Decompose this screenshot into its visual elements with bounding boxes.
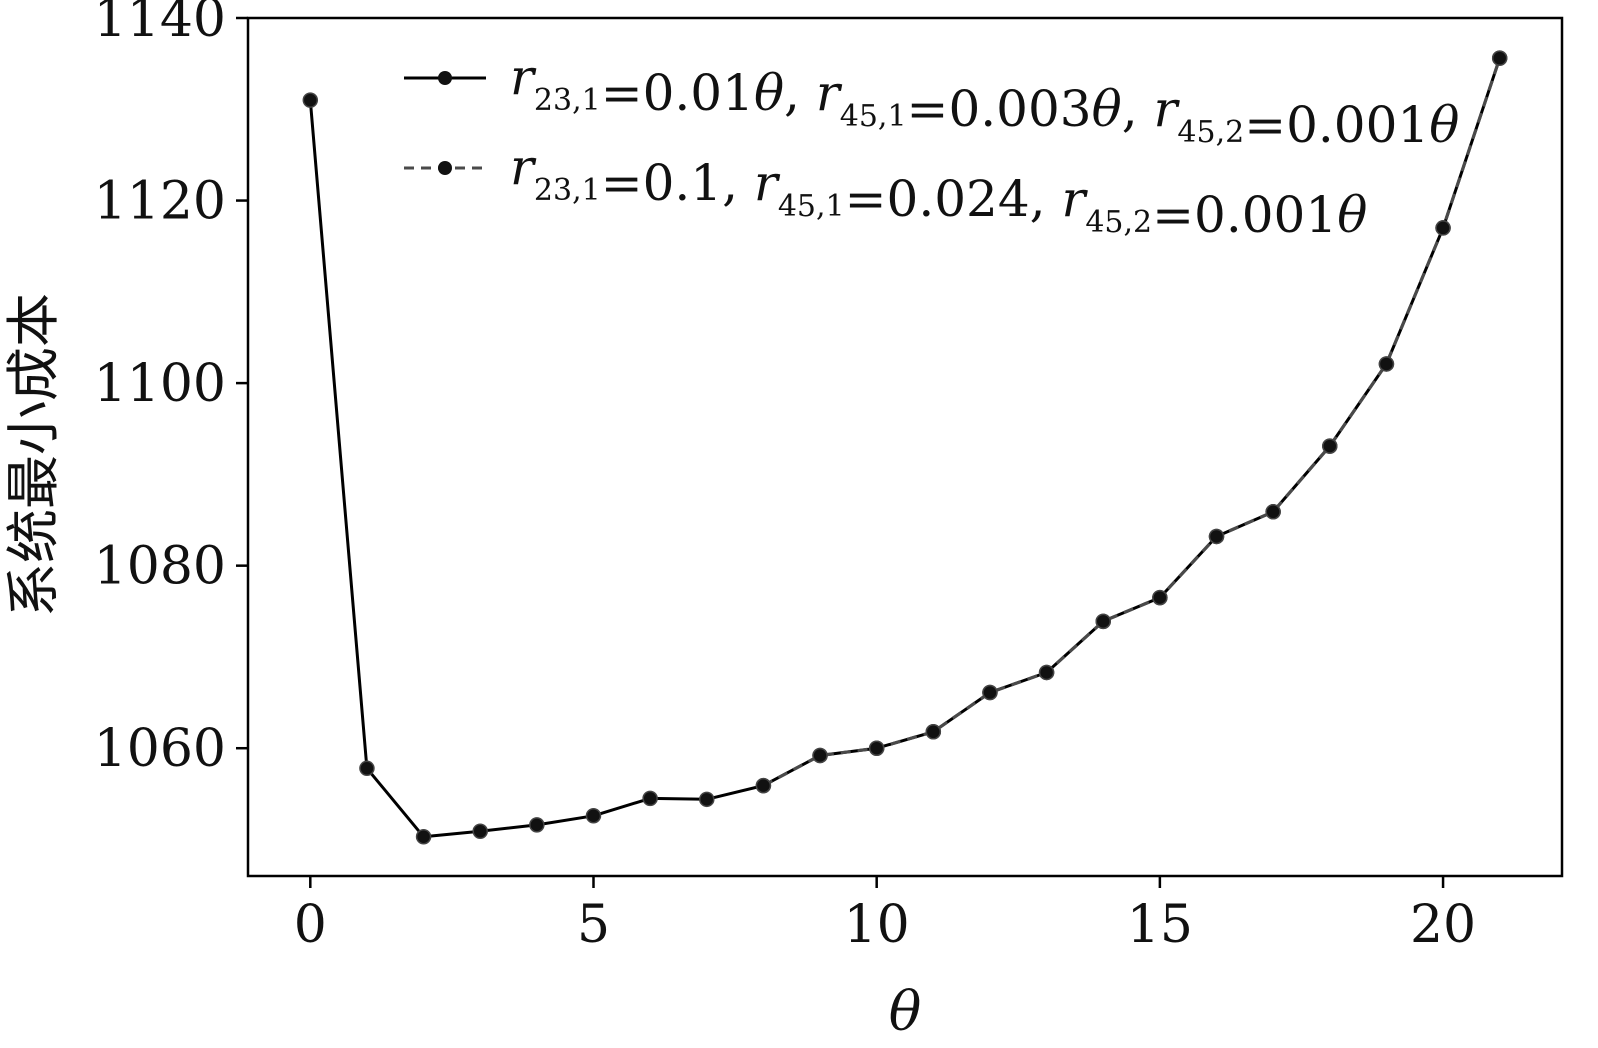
y-tick-label: 1060 <box>94 719 226 779</box>
legend-subscript: 23,1 <box>534 83 601 118</box>
x-axis-label: θ <box>889 980 922 1043</box>
series-2-point <box>1435 220 1451 236</box>
legend-text-part: θ <box>1092 80 1122 138</box>
series-1-point <box>642 790 658 807</box>
legend-subscript: 45,1 <box>840 99 907 134</box>
legend-text-part: =0.003 <box>907 80 1092 138</box>
legend-text-part: θ <box>754 64 784 122</box>
legend-text-part: =0.01 <box>601 64 754 122</box>
series-1-point <box>699 791 715 808</box>
x-tick-label: 20 <box>1410 895 1476 955</box>
y-tick-label: 1100 <box>94 354 226 414</box>
x-tick-label: 5 <box>577 895 610 955</box>
x-tick-label: 15 <box>1127 895 1193 955</box>
legend-entry-label: r23,1=0.1, r45,1=0.024, r45,2=0.001θ <box>510 138 1367 244</box>
legend-subscript: 45,2 <box>1085 205 1152 240</box>
legend-text-part: r <box>754 154 781 212</box>
legend-text-part: θ <box>1429 96 1459 154</box>
series-2-point <box>1265 504 1281 520</box>
legend-text-part: , <box>784 64 816 122</box>
series-1-point <box>472 823 488 840</box>
plot-frame <box>246 16 1564 878</box>
y-axis-label: 系统最小成本 <box>2 293 65 617</box>
series-2-point <box>812 747 828 764</box>
legend-text-part: r <box>510 138 537 196</box>
legend-text-part: r <box>510 48 537 106</box>
y-tick-label: 1140 <box>94 0 226 49</box>
legend-text-part: r <box>816 64 843 122</box>
series-2-point <box>925 724 942 740</box>
legend-marker-sample <box>438 71 452 85</box>
legend-text-part: θ <box>1337 186 1367 244</box>
series-2-point <box>1038 664 1055 681</box>
x-tick-label: 0 <box>294 895 327 955</box>
legend-text-part: =0.024, <box>845 170 1062 228</box>
legend-text-part: =0.1, <box>601 154 754 212</box>
legend-subscript: 45,1 <box>778 189 845 224</box>
x-tick-label: 10 <box>844 895 910 955</box>
legend-subscript: 45,2 <box>1177 115 1244 150</box>
series-2-point <box>1378 356 1395 372</box>
legend-text-part: , <box>1122 80 1154 138</box>
series-2-point <box>1152 589 1168 606</box>
series-2-point <box>982 684 998 701</box>
y-tick-label: 1120 <box>94 172 226 232</box>
legend-text-part: =0.001 <box>1244 96 1429 154</box>
series-2-line <box>762 57 1502 788</box>
series-1-point <box>585 808 602 824</box>
series-2-point <box>1208 528 1225 545</box>
series-1-point <box>529 817 545 833</box>
series-1-point <box>302 92 319 108</box>
legend-entry-label: r23,1=0.01θ, r45,1=0.003θ, r45,2=0.001θ <box>510 48 1459 154</box>
series-1-point <box>359 760 375 777</box>
series-2-point <box>1322 438 1338 454</box>
legend-text-part: r <box>1061 170 1088 228</box>
series-2-point <box>1095 613 1111 630</box>
series-1-point <box>415 829 432 845</box>
series-2-point <box>868 740 885 756</box>
legend-marker-sample <box>438 161 452 175</box>
legend-text-part: r <box>1154 80 1181 138</box>
legend-text-part: =0.001 <box>1152 186 1337 244</box>
series-2-point <box>1491 50 1508 66</box>
y-tick-label: 1080 <box>94 537 226 597</box>
legend-subscript: 23,1 <box>534 173 601 208</box>
series-2-point <box>755 777 772 794</box>
